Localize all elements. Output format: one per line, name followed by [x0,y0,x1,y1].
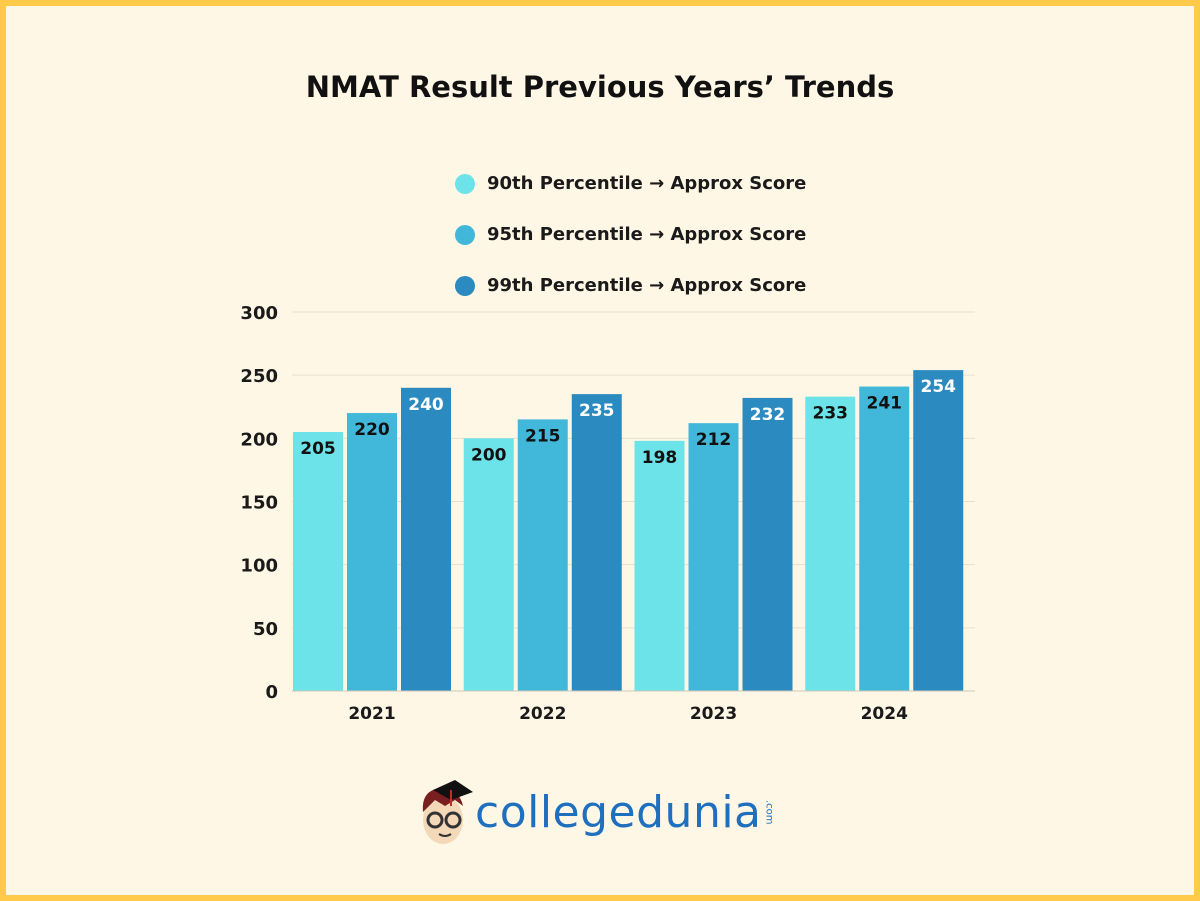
data-label: 240 [408,395,444,415]
legend: 90th Percentile → Approx Score 95th Perc… [455,158,806,311]
logo-suffix: .com [763,799,775,825]
x-tick-label: 2023 [690,704,737,724]
bar [742,397,793,691]
y-tick-label: 50 [253,619,278,640]
legend-label: 99th Percentile → Approx Score [487,275,807,296]
legend-item: 95th Percentile → Approx Score [455,209,806,260]
legend-swatch [455,275,475,296]
y-tick-label: 150 [240,493,278,514]
bar [347,413,397,691]
bar [913,370,964,691]
x-tick-label: 2022 [519,704,566,724]
y-tick-label: 300 [240,303,278,324]
y-tick-label: 0 [265,682,278,703]
bar [571,394,622,691]
legend-label: 90th Percentile → Approx Score [487,173,807,194]
data-label: 205 [300,439,336,459]
bar [859,386,910,691]
logo-text: collegedunia [475,786,762,838]
y-tick-label: 250 [240,366,278,387]
data-label: 215 [525,426,561,446]
y-tick-label: 100 [240,556,278,577]
data-label: 254 [921,377,957,397]
x-tick-label: 2021 [348,704,395,724]
data-label: 212 [696,430,732,450]
data-label: 220 [354,420,390,440]
bar [463,438,514,691]
data-label: 200 [471,445,507,465]
data-label: 235 [579,401,615,421]
data-label: 232 [750,405,786,425]
mascot-icon [422,780,473,844]
bar [401,387,451,691]
bar [517,419,568,691]
data-label: 233 [813,404,849,424]
x-tick-label: 2024 [861,704,908,724]
data-label: 198 [642,448,678,468]
legend-swatch [455,173,475,194]
bar [688,423,739,691]
y-tick-label: 200 [240,429,278,450]
legend-label: 95th Percentile → Approx Score [487,224,807,245]
chart-title: NMAT Result Previous Years’ Trends [305,70,895,104]
legend-item: 90th Percentile → Approx Score [455,158,806,209]
legend-item: 99th Percentile → Approx Score [455,260,806,311]
bar [293,432,343,691]
bar [634,440,685,691]
data-label: 241 [867,394,903,414]
collegedunia-logo: collegedunia .com [415,776,775,848]
legend-swatch [455,224,475,245]
bar [805,396,856,691]
